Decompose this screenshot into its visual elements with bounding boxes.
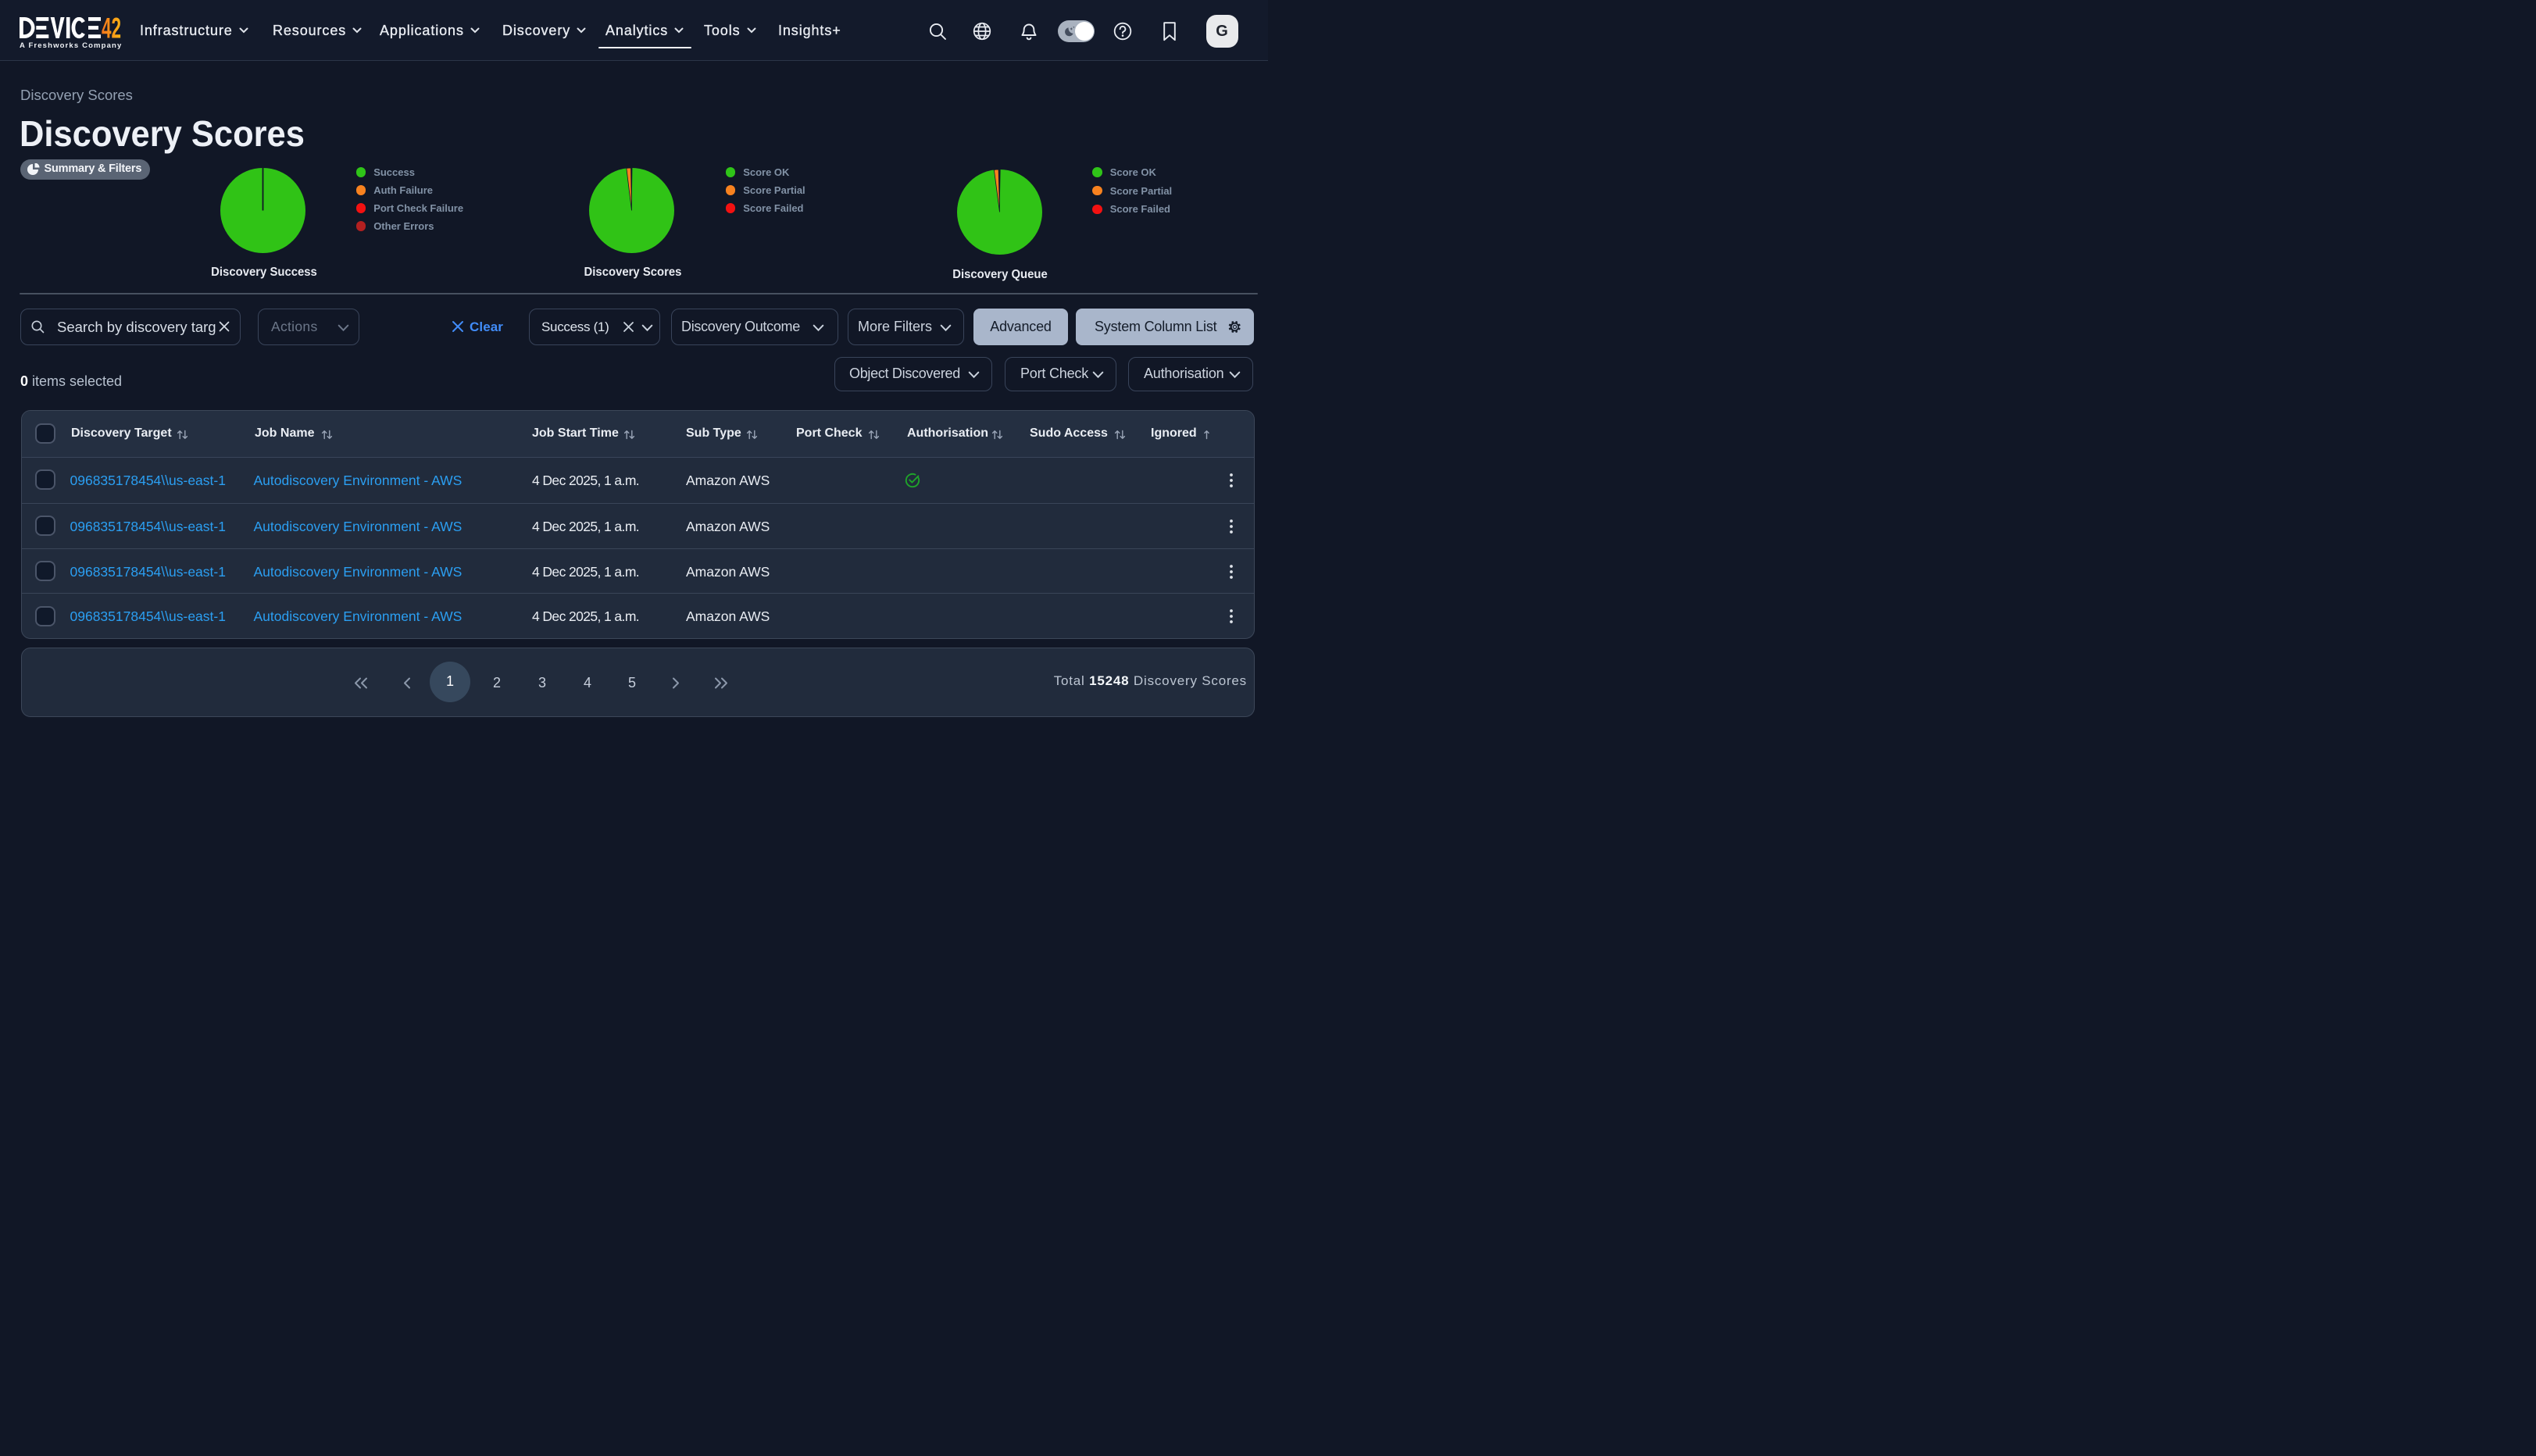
svg-text:42: 42 xyxy=(102,17,121,39)
